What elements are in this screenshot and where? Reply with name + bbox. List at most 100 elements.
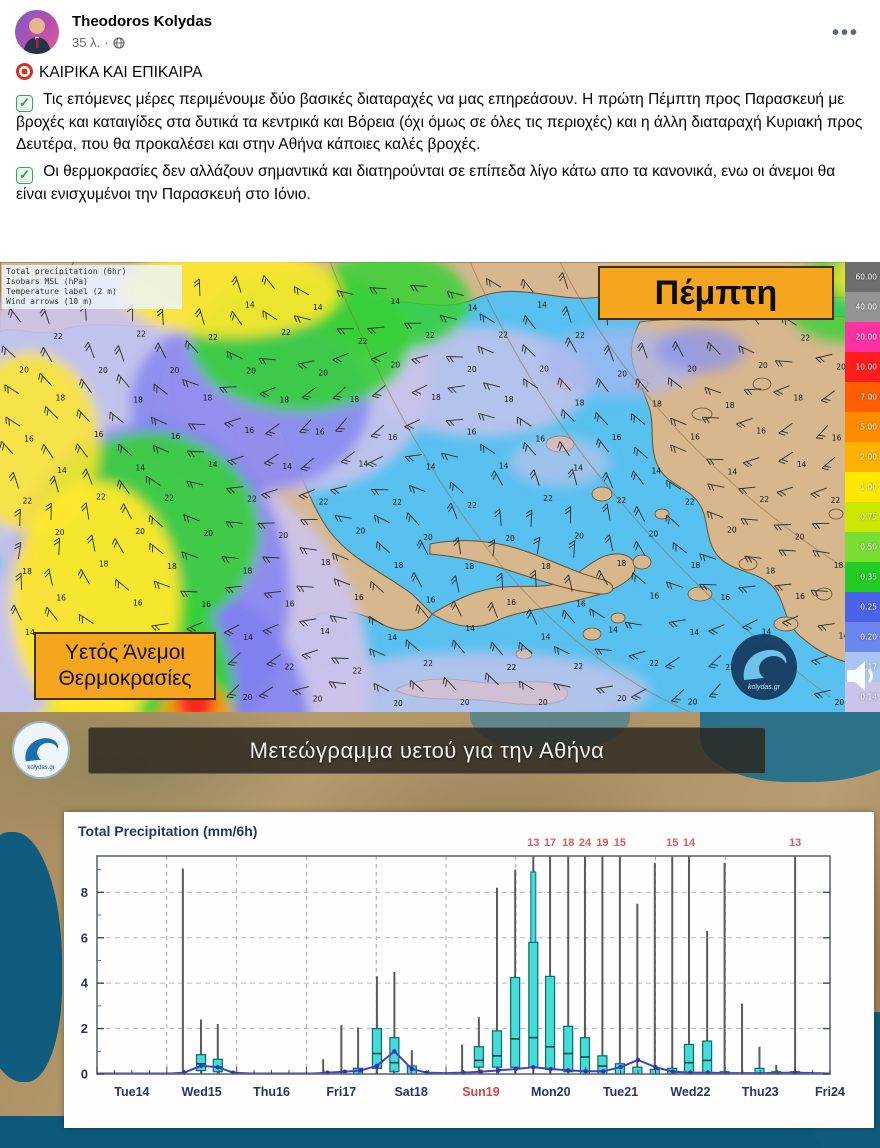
svg-text:22: 22 bbox=[685, 497, 695, 506]
wind-barbs-and-temps: 14 14 14 14 14 22 22 22 22 22 22 22 22 22 20 20 20 20 20 20… bbox=[0, 272, 848, 708]
svg-text:20: 20 bbox=[393, 699, 403, 708]
svg-text:22: 22 bbox=[507, 663, 517, 672]
svg-text:14: 14 bbox=[388, 633, 398, 642]
colorbar-cell: 10.00 bbox=[845, 352, 880, 382]
svg-text:18: 18 bbox=[56, 394, 66, 403]
meta-separator: · bbox=[104, 35, 109, 50]
svg-text:18: 18 bbox=[766, 566, 776, 575]
svg-text:16: 16 bbox=[507, 598, 517, 607]
globe-icon bbox=[112, 36, 125, 49]
svg-text:22: 22 bbox=[575, 331, 585, 340]
svg-text:20: 20 bbox=[279, 531, 289, 540]
ensemble-max-label: 19 bbox=[596, 837, 608, 849]
colorbar-value: 1.00 bbox=[860, 482, 877, 492]
svg-text:14: 14 bbox=[243, 633, 253, 642]
meteogram-logo-text: kolydas.gr bbox=[27, 765, 55, 771]
svg-text:16: 16 bbox=[690, 433, 700, 442]
precipitation-colorbar: 60.00 40.00 20.00 10.00 7.00 5.00 2.00 1.00 0.75… bbox=[845, 262, 880, 712]
svg-text:16: 16 bbox=[426, 595, 436, 604]
svg-text:20: 20 bbox=[423, 533, 433, 542]
svg-text:22: 22 bbox=[319, 498, 329, 507]
x-day-label: Wed22 bbox=[670, 1085, 710, 1099]
post-meta[interactable]: 35 λ. · bbox=[72, 35, 125, 50]
meteogram-image[interactable]: kolydas.gr Μετεώγραμμα υετού για την Αθή… bbox=[0, 712, 880, 1148]
svg-text:20: 20 bbox=[538, 698, 548, 707]
svg-text:16: 16 bbox=[171, 432, 181, 441]
colorbar-cell: 0.20 bbox=[845, 622, 880, 652]
svg-text:16: 16 bbox=[612, 433, 622, 442]
colorbar-value: 0.14 bbox=[860, 692, 877, 702]
svg-text:14: 14 bbox=[690, 628, 700, 637]
svg-text:18: 18 bbox=[691, 561, 701, 570]
ensemble-max-label: 13 bbox=[527, 837, 539, 849]
wave-icon bbox=[743, 649, 787, 680]
chart-title: Total Precipitation (mm/6h) bbox=[78, 823, 257, 839]
x-day-label: Fri17 bbox=[326, 1085, 356, 1099]
meteogram-title: Μετεώγραμμα υετού για την Αθήνα bbox=[249, 737, 605, 763]
svg-text:14: 14 bbox=[762, 628, 772, 637]
svg-text:18: 18 bbox=[280, 395, 290, 404]
map-legend-line: Temperature label (2 m) bbox=[6, 287, 117, 296]
svg-text:22: 22 bbox=[164, 494, 174, 503]
svg-text:18: 18 bbox=[575, 399, 585, 408]
x-day-label: Tue21 bbox=[603, 1085, 638, 1099]
svg-text:20: 20 bbox=[727, 525, 737, 534]
svg-text:20: 20 bbox=[135, 527, 145, 536]
svg-text:18: 18 bbox=[22, 567, 32, 576]
svg-text:20: 20 bbox=[170, 366, 180, 375]
svg-text:22: 22 bbox=[831, 496, 841, 505]
svg-text:16: 16 bbox=[315, 428, 325, 437]
svg-text:16: 16 bbox=[56, 594, 66, 603]
target-emoji-icon bbox=[16, 63, 33, 80]
svg-text:16: 16 bbox=[795, 592, 805, 601]
kolydas-logo-text: kolydas.gr bbox=[748, 684, 780, 691]
svg-text:22: 22 bbox=[96, 493, 106, 502]
map-layers-line1: Υετός Άνεμοι bbox=[64, 641, 186, 664]
colorbar-cell: 5.00 bbox=[845, 412, 880, 442]
author-name[interactable]: Theodoros Kolydas bbox=[72, 13, 213, 30]
svg-text:14: 14 bbox=[839, 632, 849, 641]
svg-text:14: 14 bbox=[728, 468, 738, 477]
mute-speaker-icon[interactable] bbox=[845, 656, 879, 696]
map-legend-line: Wind arrows (10 m) bbox=[6, 297, 93, 306]
svg-text:14: 14 bbox=[245, 301, 255, 310]
svg-text:22: 22 bbox=[760, 495, 770, 504]
svg-text:16: 16 bbox=[285, 600, 295, 609]
svg-text:14: 14 bbox=[797, 460, 807, 469]
post-text: ΚΑΙΡΙΚΑ ΚΑΙ ΕΠΙΚΑΙΡΑ ✓ Τις επόμενες μέρες… bbox=[16, 62, 868, 211]
svg-text:16: 16 bbox=[354, 593, 364, 602]
post-text-content: Οι θερμοκρασίες δεν αλλάζουν σημαντικά κ… bbox=[16, 163, 836, 203]
svg-text:14: 14 bbox=[282, 462, 292, 471]
svg-text:20: 20 bbox=[243, 693, 253, 702]
svg-text:22: 22 bbox=[392, 498, 402, 507]
colorbar-cell: 0.35 bbox=[845, 562, 880, 592]
svg-text:22: 22 bbox=[285, 663, 295, 672]
colorbar-value: 5.00 bbox=[860, 422, 877, 432]
post-text-line: ΚΑΙΡΙΚΑ ΚΑΙ ΕΠΙΚΑΙΡΑ bbox=[16, 62, 868, 84]
colorbar-value: 60.00 bbox=[855, 272, 877, 282]
colorbar-value: 0.25 bbox=[860, 602, 877, 612]
svg-text:18: 18 bbox=[465, 562, 475, 571]
svg-text:20: 20 bbox=[687, 365, 697, 374]
avatar[interactable] bbox=[15, 10, 59, 54]
svg-text:16: 16 bbox=[536, 434, 546, 443]
svg-text:16: 16 bbox=[202, 600, 212, 609]
avatar-portrait bbox=[23, 18, 51, 54]
x-day-label: Fri24 bbox=[815, 1085, 845, 1099]
timestamp[interactable]: 35 λ. bbox=[72, 35, 101, 50]
svg-text:22: 22 bbox=[136, 329, 146, 338]
svg-text:18: 18 bbox=[504, 395, 514, 404]
svg-text:20: 20 bbox=[617, 694, 627, 703]
colorbar-value: 2.00 bbox=[860, 452, 877, 462]
colorbar-value: 20.00 bbox=[855, 332, 877, 342]
svg-text:20: 20 bbox=[649, 530, 659, 539]
post-text-line: ✓ Τις επόμενες μέρες περιμένουμε δύο βασ… bbox=[16, 89, 868, 156]
x-day-label: Sun19 bbox=[462, 1085, 500, 1099]
svg-text:20: 20 bbox=[688, 697, 698, 706]
colorbar-value: 40.00 bbox=[855, 302, 877, 312]
colorbar-cell: 60.00 bbox=[845, 262, 880, 292]
post-header: Theodoros Kolydas 35 λ. · ••• bbox=[0, 0, 880, 62]
precipitation-chart-panel: Total Precipitation (mm/6h) 13 17 18 24 19 15 1… bbox=[64, 812, 874, 1128]
more-options-button[interactable]: ••• bbox=[826, 20, 862, 46]
weather-map-image[interactable]: 14 14 14 14 14 22 22 22 22 22 22 22 22 22 20 20 20 20 20 20… bbox=[0, 262, 880, 712]
